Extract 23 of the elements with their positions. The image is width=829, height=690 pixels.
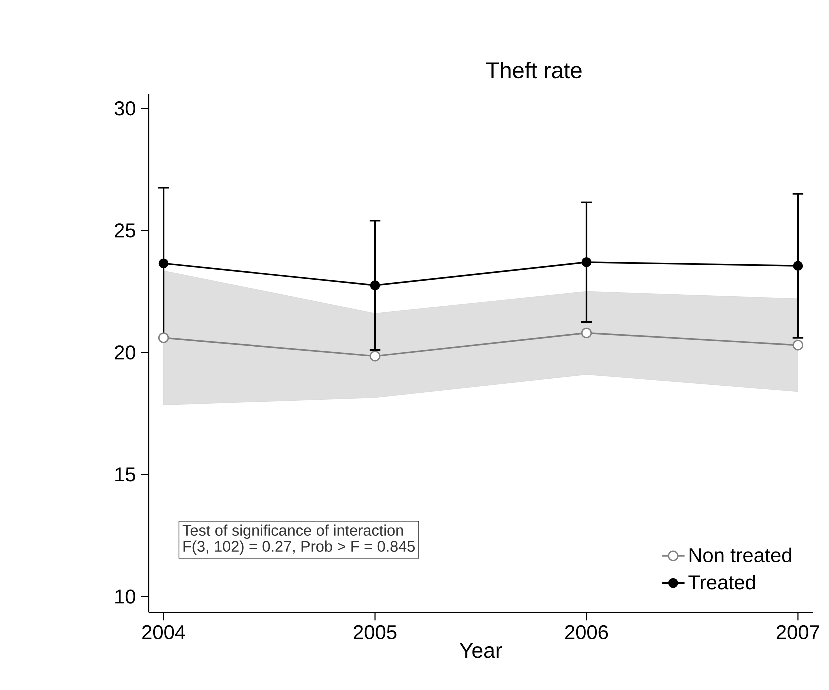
annotation: F(3, 102) = 0.27, Prob > F = 0.845	[184, 540, 415, 556]
y-tick-label: 20	[115, 346, 136, 360]
legend-label: Non treated	[690, 548, 792, 563]
point	[792, 340, 804, 351]
x-tick-label: 2007	[776, 625, 820, 640]
y-tick-label: 15	[116, 468, 136, 482]
x-tick-label: 2005	[354, 625, 397, 640]
point	[582, 257, 592, 268]
y-tick-label: 30	[114, 102, 136, 116]
legend-label: Treated	[688, 575, 756, 590]
point	[581, 328, 592, 339]
point	[158, 258, 169, 269]
x-tick-label: 2004	[142, 625, 186, 640]
chart-title: Theft rate	[486, 62, 582, 79]
point	[158, 332, 170, 344]
annotation: Test of significance of interaction	[182, 524, 404, 540]
x-tick-label: 2006	[565, 625, 608, 640]
point	[370, 280, 380, 291]
x-axis-title: Year	[460, 643, 502, 658]
point	[370, 351, 381, 362]
y-tick-label: 10	[116, 590, 136, 604]
y-tick-label: 25	[115, 224, 136, 238]
point	[793, 261, 804, 272]
